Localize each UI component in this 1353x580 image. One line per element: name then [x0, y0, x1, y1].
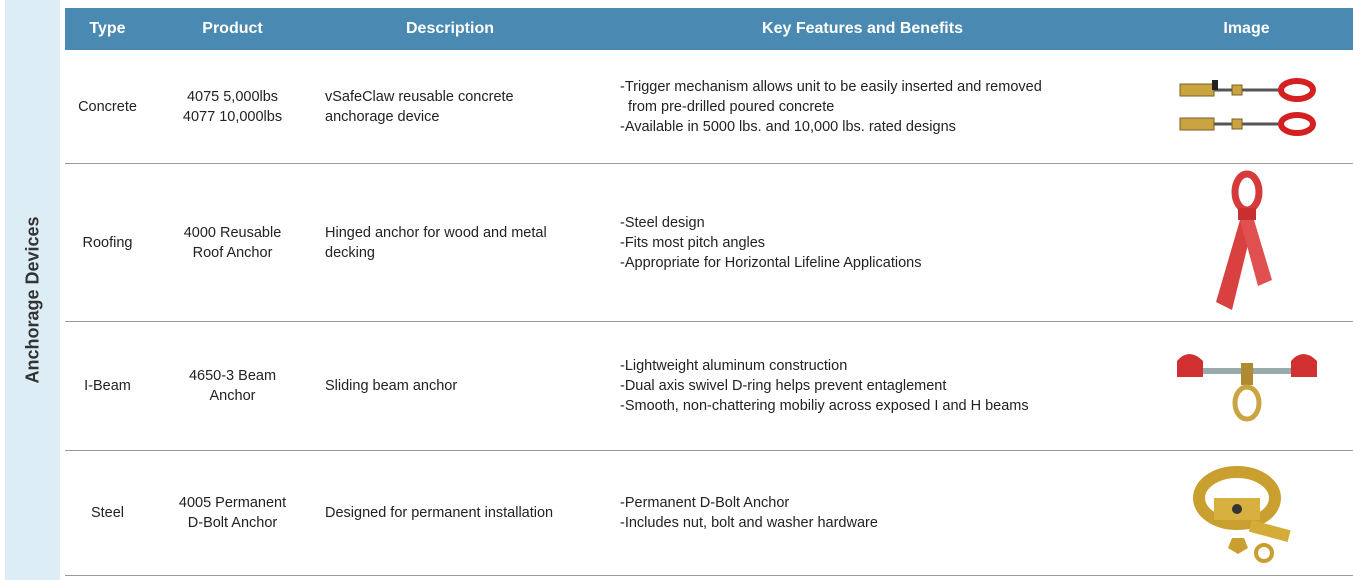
side-label: Anchorage Devices — [22, 216, 42, 384]
product-image — [1176, 354, 1317, 422]
product-cell: 4005 Permanent D-Bolt Anchor — [150, 451, 315, 575]
product-cell: 4650-3 Beam Anchor — [150, 322, 315, 450]
product-line: 4075 5,000lbs — [186, 88, 279, 105]
table-row: Roofing 4000 Reusable Roof Anchor Hinged an… — [65, 164, 1353, 322]
features-cell: -Lightweight aluminum construction -Dual … — [585, 322, 1140, 450]
type-cell: I-Beam — [84, 378, 131, 394]
product-cell: 4000 Reusable Roof Anchor — [150, 164, 315, 321]
image-cell — [1140, 451, 1353, 575]
feature-item: -Appropriate for Horizontal Lifeline App… — [620, 254, 922, 271]
header-cell: Description — [405, 20, 494, 37]
product-line: 4077 10,000lbs — [182, 108, 283, 125]
product-cell: 4075 5,000lbs 4077 10,000lbs — [150, 50, 315, 163]
header-cell: Type — [89, 20, 126, 37]
header-row: Type Product Description Key Features an… — [65, 8, 1353, 50]
product-line: D-Bolt Anchor — [187, 515, 278, 531]
type-cell: Roofing — [82, 234, 133, 251]
feature-item: -Includes nut, bolt and washer hardware — [620, 515, 878, 531]
features-cell: -Trigger mechanism allows unit to be eas… — [585, 50, 1140, 163]
features-cell: -Permanent D-Bolt Anchor -Includes nut, b… — [585, 451, 1140, 575]
feature-item: -Trigger mechanism allows unit to be eas… — [620, 78, 1042, 115]
side-band: Anchorage Devices — [5, 0, 60, 580]
description-cell: Hinged anchor for wood and metal decking — [325, 224, 547, 261]
feature-item: -Fits most pitch angles — [620, 234, 766, 251]
type-cell: Steel — [90, 505, 125, 521]
product-line: 4650-3 Beam — [188, 368, 277, 384]
product-line: 4000 Reusable — [183, 224, 282, 241]
description-cell: vSafeClaw reusable concrete anchorage de… — [325, 88, 514, 125]
table-row: Concrete 4075 5,000lbs 4077 10,000lbs vSafe… — [65, 50, 1353, 164]
feature-item: -Steel design — [620, 214, 705, 231]
feature-item: -Available in 5000 lbs. and 10,000 lbs. … — [620, 118, 956, 135]
feature-item: -Permanent D-Bolt Anchor — [620, 495, 790, 511]
header-cell: Image — [1223, 20, 1270, 37]
product-line: Anchor — [209, 388, 256, 404]
table: Type Product Description Key Features an… — [65, 8, 1353, 576]
header-cell: Product — [202, 20, 263, 37]
product-line: 4005 Permanent — [178, 495, 287, 511]
product-image — [1192, 466, 1291, 563]
feature-item: -Dual axis swivel D-ring helps prevent e… — [620, 378, 947, 394]
image-cell — [1140, 322, 1353, 450]
header-cell: Key Features and Benefits — [762, 20, 963, 37]
feature-item: -Smooth, non-chattering mobiliy across e… — [620, 398, 1029, 414]
table-row: I-Beam 4650-3 Beam Anchor Sliding beam anch… — [65, 322, 1353, 451]
product-image — [1179, 77, 1316, 136]
description-cell: Designed for permanent installation — [325, 505, 554, 521]
type-cell: Concrete — [78, 98, 137, 115]
product-image — [1215, 170, 1272, 310]
image-cell — [1140, 164, 1353, 321]
image-cell — [1140, 50, 1353, 163]
feature-item: -Lightweight aluminum construction — [620, 358, 848, 374]
features-cell: -Steel design -Fits most pitch angles -App… — [585, 164, 1140, 321]
product-line: Roof Anchor — [192, 244, 273, 261]
description-cell: Sliding beam anchor — [325, 378, 458, 394]
table-row: Steel 4005 Permanent D-Bolt Anchor Designed… — [65, 451, 1353, 576]
